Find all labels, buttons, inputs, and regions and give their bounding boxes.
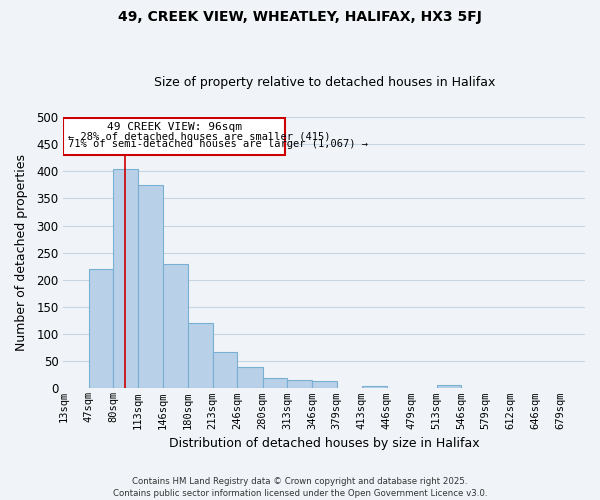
Bar	[163, 264, 188, 388]
Text: ← 28% of detached houses are smaller (415): ← 28% of detached houses are smaller (41…	[68, 131, 331, 141]
Title: Size of property relative to detached houses in Halifax: Size of property relative to detached ho…	[154, 76, 495, 90]
Bar	[89, 269, 113, 388]
Bar	[263, 378, 287, 388]
Bar	[312, 382, 337, 388]
Y-axis label: Number of detached properties: Number of detached properties	[15, 154, 28, 351]
Bar	[437, 384, 461, 388]
Text: 71% of semi-detached houses are larger (1,067) →: 71% of semi-detached houses are larger (…	[68, 139, 368, 149]
Bar	[138, 185, 163, 388]
Text: Contains HM Land Registry data © Crown copyright and database right 2025.
Contai: Contains HM Land Registry data © Crown c…	[113, 476, 487, 498]
Bar	[212, 352, 237, 389]
Bar	[113, 168, 138, 388]
Text: 49 CREEK VIEW: 96sqm: 49 CREEK VIEW: 96sqm	[107, 122, 242, 132]
Bar	[287, 380, 312, 388]
Text: 49, CREEK VIEW, WHEATLEY, HALIFAX, HX3 5FJ: 49, CREEK VIEW, WHEATLEY, HALIFAX, HX3 5…	[118, 10, 482, 24]
Bar	[188, 324, 212, 388]
Bar	[237, 366, 263, 388]
Bar	[64, 118, 285, 155]
X-axis label: Distribution of detached houses by size in Halifax: Distribution of detached houses by size …	[169, 437, 479, 450]
Bar	[362, 386, 386, 388]
